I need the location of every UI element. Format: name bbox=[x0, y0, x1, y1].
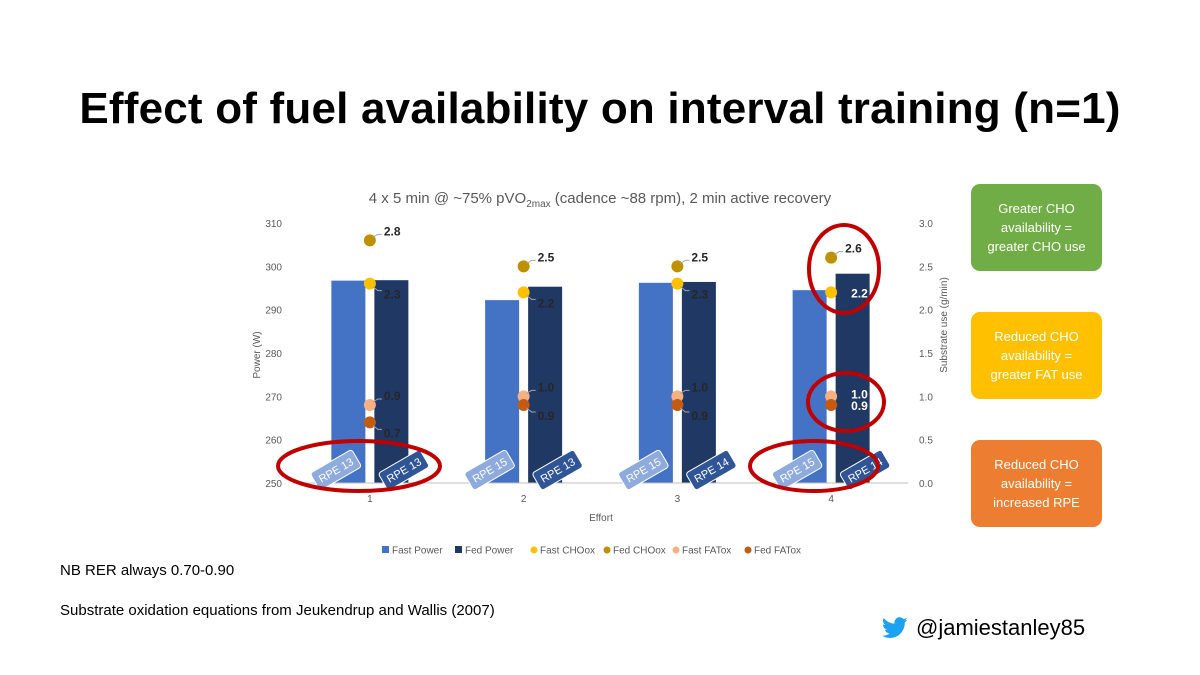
chart-title-part: (cadence ~88 rpm), 2 min active recovery bbox=[551, 190, 832, 207]
y-tick-right: 2.0 bbox=[919, 306, 933, 317]
data-label-leader bbox=[526, 389, 536, 394]
legend-label: Fast CHOox bbox=[540, 546, 595, 557]
note-rer: NB RER always 0.70-0.90 bbox=[60, 562, 235, 579]
slide-title: Effect of fuel availability on interval … bbox=[79, 84, 1121, 133]
legend-label: Fed CHOox bbox=[613, 546, 666, 557]
legend-swatch bbox=[530, 546, 538, 554]
data-label-leader bbox=[833, 251, 844, 256]
y-tick-left: 280 bbox=[265, 349, 282, 360]
y-tick-right: 0.5 bbox=[919, 436, 933, 447]
y-tick-right: 2.5 bbox=[919, 262, 933, 273]
data-label-leader bbox=[372, 233, 382, 238]
data-label: 2.3 bbox=[691, 288, 708, 302]
chart-title-part: 4 x 5 min @ ~75% pVO bbox=[369, 190, 526, 207]
legend-swatch bbox=[672, 546, 680, 554]
y-tick-right: 1.5 bbox=[919, 349, 933, 360]
data-label: 2.2 bbox=[538, 296, 555, 310]
y-tick-left: 290 bbox=[265, 306, 282, 317]
rpe-badge-box bbox=[378, 449, 430, 491]
callout-greater-fat-use: Reduced CHO availability = greater FAT u… bbox=[971, 312, 1102, 399]
data-label: 2.8 bbox=[384, 224, 401, 238]
data-label: 0.9 bbox=[691, 409, 708, 423]
data-label-leader bbox=[680, 259, 690, 264]
data-label-leader bbox=[680, 389, 690, 394]
highlight-ellipse bbox=[807, 223, 881, 315]
y-tick-left: 260 bbox=[265, 436, 282, 447]
bar-fed-power bbox=[681, 281, 716, 483]
data-label-leader bbox=[680, 407, 690, 413]
data-label: 0.9 bbox=[538, 409, 555, 423]
data-label-leader bbox=[526, 259, 536, 264]
x-tick-label: 3 bbox=[675, 494, 681, 505]
data-label: 2.2 bbox=[851, 286, 868, 300]
rpe-badge-box bbox=[532, 449, 583, 491]
legend-swatch bbox=[382, 546, 389, 553]
twitter-handle[interactable]: @jamiestanley85 bbox=[882, 615, 1085, 641]
x-tick-label: 1 bbox=[367, 494, 373, 505]
y-axis-left-label: Power (W) bbox=[252, 331, 263, 378]
legend-label: Fast FATox bbox=[682, 546, 731, 557]
data-label-leader bbox=[372, 424, 382, 430]
bar-fed-power bbox=[528, 286, 563, 483]
data-label-leader bbox=[526, 294, 536, 300]
data-label-leader bbox=[372, 286, 382, 292]
x-tick-label: 4 bbox=[828, 494, 834, 505]
data-label: 0.9 bbox=[851, 399, 868, 413]
chart-title-subscript: 2max bbox=[526, 199, 550, 210]
data-label: 2.6 bbox=[845, 242, 862, 256]
data-label: 1.0 bbox=[691, 380, 708, 394]
highlight-ellipse bbox=[748, 439, 880, 493]
y-tick-left: 270 bbox=[265, 392, 282, 403]
y-tick-left: 250 bbox=[265, 479, 282, 490]
y-tick-right: 1.0 bbox=[919, 392, 933, 403]
data-label: 1.0 bbox=[851, 387, 868, 401]
y-tick-left: 310 bbox=[265, 219, 282, 230]
rpe-badge-box bbox=[771, 449, 823, 491]
data-label: 0.7 bbox=[384, 426, 401, 440]
data-label: 0.9 bbox=[384, 389, 401, 403]
rpe-badge-box bbox=[686, 449, 737, 491]
data-label: 2.5 bbox=[691, 250, 708, 264]
legend-label: Fed Power bbox=[465, 546, 514, 557]
legend-swatch bbox=[455, 546, 462, 553]
highlight-ellipse bbox=[276, 439, 442, 493]
data-label-leader bbox=[680, 286, 690, 292]
y-axis-right-label: Substrate use (g/min) bbox=[939, 277, 950, 373]
y-tick-right: 3.0 bbox=[919, 219, 933, 230]
bar-fed-power bbox=[374, 280, 409, 483]
twitter-bird-icon bbox=[882, 617, 908, 638]
data-label-leader bbox=[372, 398, 382, 403]
legend-label: Fed FATox bbox=[754, 546, 801, 557]
chart-title: 4 x 5 min @ ~75% pVO2max (cadence ~88 rp… bbox=[369, 190, 832, 210]
point-fast-choox bbox=[825, 286, 838, 299]
data-label-leader bbox=[526, 407, 536, 413]
callout-greater-cho-use: Greater CHO availability = greater CHO u… bbox=[971, 184, 1102, 271]
rpe-badge-box bbox=[464, 449, 515, 491]
bar-fast-power bbox=[331, 280, 366, 483]
point-fast-fatox bbox=[825, 390, 838, 403]
x-axis-label: Effort bbox=[589, 513, 613, 524]
highlight-ellipse bbox=[806, 371, 886, 433]
legend-swatch bbox=[744, 546, 752, 554]
y-tick-right: 0.0 bbox=[919, 479, 933, 490]
legend-label: Fast Power bbox=[392, 546, 443, 557]
x-tick-label: 2 bbox=[521, 494, 527, 505]
callout-increased-rpe: Reduced CHO availability = increased RPE bbox=[971, 440, 1102, 527]
rpe-badge-box bbox=[618, 449, 669, 491]
legend-swatch bbox=[603, 546, 611, 554]
note-equations: Substrate oxidation equations from Jeuke… bbox=[60, 602, 495, 619]
twitter-handle-text: @jamiestanley85 bbox=[916, 615, 1086, 640]
bar-fast-power bbox=[638, 282, 673, 483]
data-label: 2.5 bbox=[538, 250, 555, 264]
data-label: 1.0 bbox=[538, 380, 555, 394]
rpe-badge-box bbox=[310, 449, 362, 491]
y-tick-left: 300 bbox=[265, 262, 282, 273]
point-fed-fatox bbox=[825, 399, 838, 411]
data-label: 2.3 bbox=[384, 288, 401, 302]
